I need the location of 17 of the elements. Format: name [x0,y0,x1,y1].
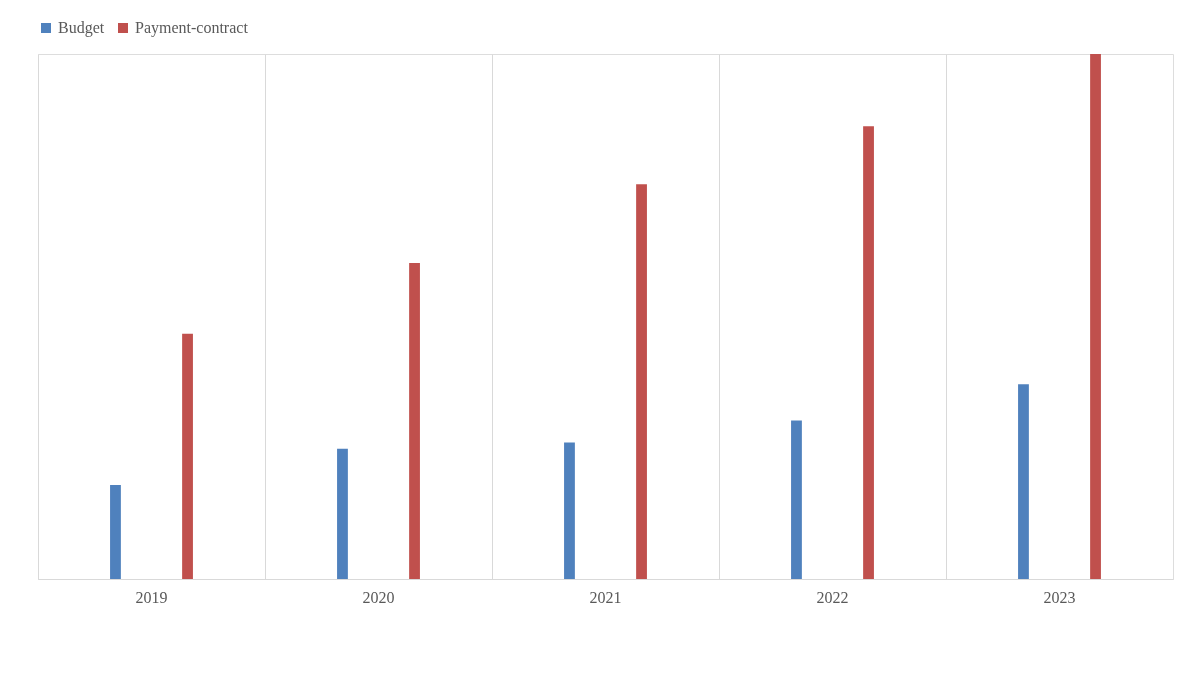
legend-label: Payment-contract [135,19,249,37]
bar [110,485,121,579]
bar [564,442,575,579]
x-tick-label: 2019 [135,588,168,606]
bar [791,420,802,579]
bar [409,262,420,579]
x-tick-label: 2023 [1043,588,1076,606]
x-tick-label: 2022 [816,588,849,606]
bar [636,184,647,579]
legend-label: Budget [58,19,105,37]
bar [337,448,348,579]
bar [1090,54,1101,579]
x-tick-label: 2021 [589,588,622,606]
x-tick-label: 2020 [362,588,395,606]
bar [182,333,193,579]
bar [863,126,874,579]
bar [1018,384,1029,579]
